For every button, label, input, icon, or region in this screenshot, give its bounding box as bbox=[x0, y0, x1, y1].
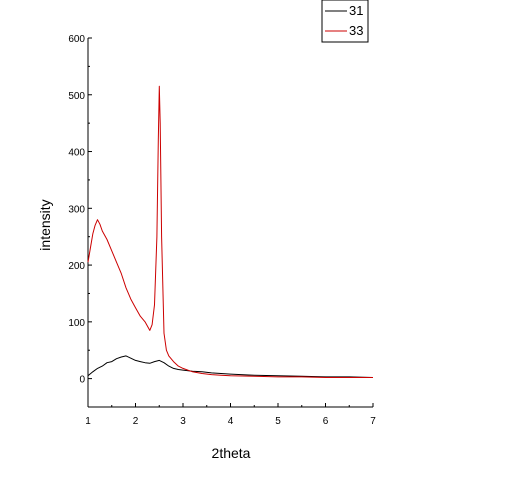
x-tick-label: 4 bbox=[228, 416, 234, 427]
legend: 31 33 bbox=[321, 0, 369, 43]
y-axis-title: intensity bbox=[37, 199, 53, 250]
x-tick-label: 7 bbox=[370, 416, 376, 427]
y-tick-label: 200 bbox=[68, 261, 85, 272]
x-tick-label: 2 bbox=[133, 416, 139, 427]
y-tick-label: 500 bbox=[68, 91, 85, 102]
x-axis: 1 2 3 4 5 6 7 bbox=[85, 403, 376, 427]
y-tick-label: 600 bbox=[68, 34, 85, 45]
plot-area bbox=[87, 38, 373, 408]
y-tick-label: 0 bbox=[79, 375, 85, 386]
x-axis-title: 2theta bbox=[212, 445, 251, 461]
legend-label-31: 31 bbox=[349, 3, 363, 18]
legend-label-33: 33 bbox=[349, 23, 363, 38]
y-axis: 0 100 200 300 400 500 600 bbox=[68, 34, 92, 408]
y-tick-label: 300 bbox=[68, 204, 85, 215]
x-tick-label: 3 bbox=[180, 416, 186, 427]
x-tick-label: 1 bbox=[85, 416, 91, 427]
legend-box bbox=[321, 0, 369, 43]
x-tick-label: 5 bbox=[275, 416, 281, 427]
y-tick-label: 100 bbox=[68, 318, 85, 329]
y-tick-label: 400 bbox=[68, 148, 85, 159]
series-line-33 bbox=[87, 85, 373, 378]
series-layer bbox=[87, 85, 374, 378]
series-line-31 bbox=[87, 355, 374, 378]
x-tick-label: 6 bbox=[323, 416, 329, 427]
